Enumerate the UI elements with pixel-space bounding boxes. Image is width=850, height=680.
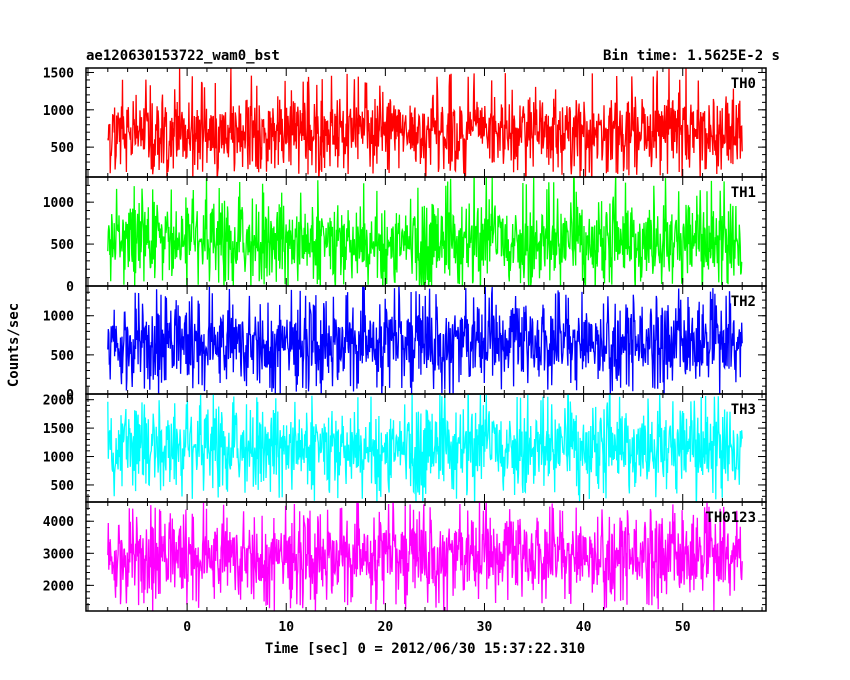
- y-axis-title: Counts/sec: [6, 303, 22, 387]
- x-tick-label: 0: [183, 620, 191, 635]
- panel-name-label: TH0: [731, 76, 756, 92]
- panel-frame: [85, 501, 767, 612]
- panel-th1: TH1 0 500 1000: [43, 176, 767, 295]
- x-axis-title: Time [sec] 0 = 2012/06/30 15:37:22.310: [265, 641, 585, 657]
- y-tick-label: 0: [66, 388, 74, 403]
- y-tick-label: 2000: [43, 579, 74, 594]
- x-tick-label: 50: [675, 620, 691, 635]
- y-tick-label: 500: [51, 141, 75, 156]
- series-line-th3: [107, 394, 743, 502]
- x-tick-label: 10: [278, 620, 294, 635]
- y-tick-label: 0: [66, 280, 74, 295]
- x-tick-label: 30: [477, 620, 493, 635]
- y-tick-label: 2000: [43, 394, 74, 409]
- series-line-th1: [107, 177, 743, 286]
- panels-group: TH050010001500TH105001000TH205001000TH35…: [43, 66, 767, 635]
- bin-time-label: Bin time: 1.5625E-2 s: [603, 48, 780, 64]
- panel-th2: TH2 0 500 1000: [43, 285, 767, 403]
- x-tick-label: 40: [576, 620, 592, 635]
- y-tick-label: 3000: [43, 547, 74, 562]
- y-tick-label: 500: [51, 238, 75, 253]
- panel-name-label: TH0123: [705, 510, 756, 526]
- panel-name-label: TH2: [731, 294, 756, 310]
- panel-th3: TH3 500 1000 1500 2000: [43, 393, 767, 503]
- y-tick-label: 1500: [43, 422, 74, 437]
- y-tick-label: 500: [51, 479, 75, 494]
- series-line-th2: [107, 286, 743, 394]
- y-tick-label: 1000: [43, 196, 74, 211]
- y-tick-label: 500: [51, 349, 75, 364]
- y-tick-label: 1500: [43, 66, 74, 81]
- panel-name-label: TH3: [731, 402, 756, 418]
- y-tick-label: 4000: [43, 515, 74, 530]
- y-tick-label: 1000: [43, 310, 74, 325]
- chart-title: ae120630153722_wam0_bst: [86, 48, 280, 64]
- panel-th0123: TH0123 2000 3000 4000: [43, 501, 767, 612]
- series-line-th0: [107, 68, 743, 177]
- x-tick-label: 20: [378, 620, 394, 635]
- y-tick-label: 1000: [43, 451, 74, 466]
- panel-name-label: TH1: [731, 185, 756, 201]
- series-line-th0123: [107, 502, 743, 611]
- y-tick-label: 1000: [43, 104, 74, 119]
